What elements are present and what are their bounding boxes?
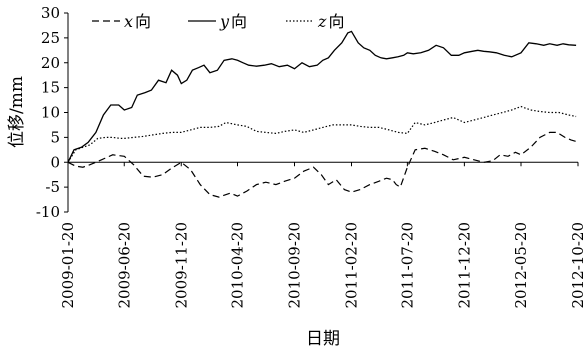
y-axis-title: 位移/mm: [7, 76, 27, 148]
y-tick-label: -5: [45, 178, 60, 196]
y-tick-label: 10: [41, 104, 60, 122]
legend-y-var: y: [219, 12, 230, 31]
y-tick-label: 15: [41, 79, 60, 97]
legend-x-var: x: [124, 12, 133, 31]
x-tick-label: 2011-02-20: [342, 222, 360, 308]
y-tick-label: 30: [41, 4, 60, 22]
y-tick-label: 5: [50, 128, 60, 146]
y-tick-label: -10: [36, 203, 60, 221]
x-tick-label: 2012-10-20: [569, 222, 584, 308]
series-z-line: [67, 105, 577, 163]
y-tick-label: 0: [50, 153, 60, 171]
y-tick-label: 25: [41, 29, 60, 47]
series-y-line: [67, 30, 577, 163]
legend-z-suffix: 向: [328, 12, 344, 31]
x-tick-label: 2010-04-20: [229, 222, 247, 308]
legend-y-suffix: 向: [231, 12, 247, 31]
x-tick-label: 2009-01-20: [59, 222, 77, 308]
x-tick-label: 2009-06-20: [115, 222, 133, 308]
legend-z-var: z: [317, 12, 327, 31]
x-axis-title: 日期: [306, 329, 340, 349]
x-tick-label: 2011-07-20: [398, 222, 416, 308]
series-x-line: [67, 131, 577, 198]
y-tick-label: 20: [41, 54, 60, 72]
series-layer: [67, 30, 577, 198]
x-tick-label: 2010-09-20: [286, 222, 304, 308]
x-tick-label: 2011-12-20: [455, 222, 473, 308]
y-axis: -10 -5 0 5 10 15 20 25 30: [36, 4, 69, 221]
x-tick-label: 2009-11-20: [172, 222, 190, 308]
x-tick-label: 2012-05-20: [512, 222, 530, 308]
legend-x-suffix: 向: [135, 12, 151, 31]
x-axis: 2009-01-20 2009-06-20 2009-11-20 2010-04-20…: [59, 161, 584, 308]
